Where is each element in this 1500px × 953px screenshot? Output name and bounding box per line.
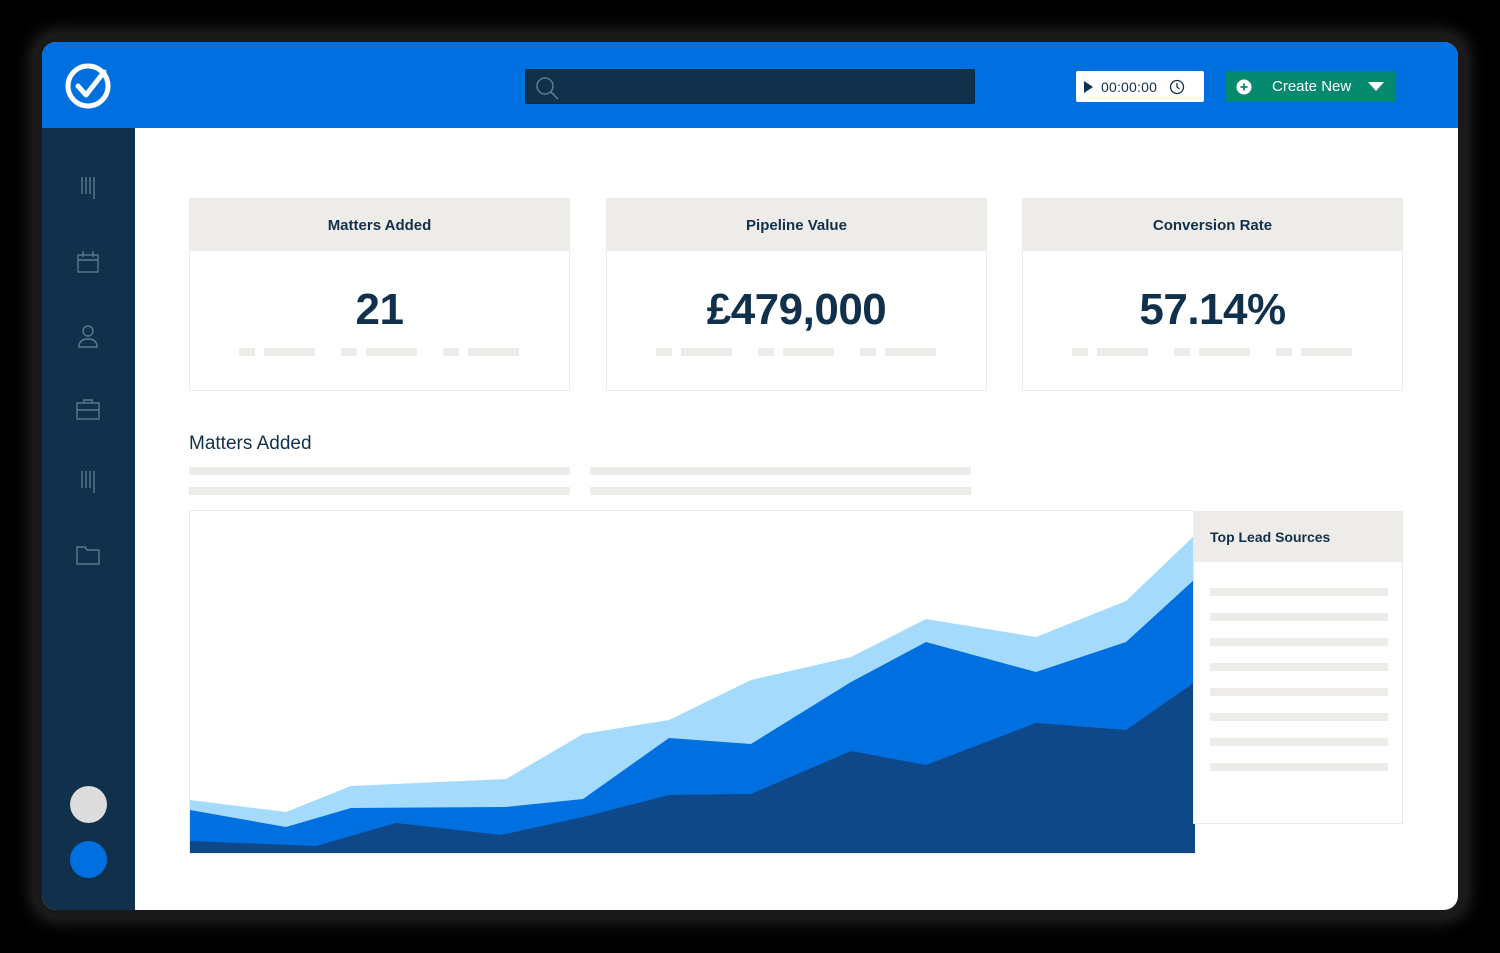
app-window: 00:00:00 Create New	[42, 42, 1458, 910]
check-circle-logo-icon[interactable]	[64, 62, 114, 112]
kpi-card-pipeline-value: Pipeline Value £479,000	[606, 198, 987, 391]
placeholder-line	[590, 487, 971, 495]
kpi-title: Pipeline Value	[607, 199, 986, 251]
sidebar-item-matters[interactable]	[72, 393, 104, 425]
timer-value: 00:00:00	[1101, 78, 1158, 95]
create-new-label: Create New	[1272, 78, 1352, 95]
chart-plot	[190, 535, 1195, 853]
avatar-status[interactable]	[70, 841, 107, 878]
kpi-value: 21	[355, 285, 404, 334]
lead-panel-title: Top Lead Sources	[1194, 512, 1402, 562]
sidebar-item-documents[interactable]	[72, 539, 104, 571]
placeholder-bars	[1072, 348, 1362, 356]
clock-icon[interactable]	[1169, 79, 1185, 95]
play-icon[interactable]	[1084, 80, 1093, 93]
search-bar[interactable]	[525, 69, 975, 104]
lead-row-placeholder	[1210, 638, 1388, 646]
lead-row-placeholder	[1210, 663, 1388, 671]
placeholder-bars	[239, 348, 529, 356]
search-icon	[534, 75, 560, 101]
top-lead-sources-panel: Top Lead Sources	[1193, 511, 1403, 824]
avatar-user[interactable]	[70, 786, 107, 823]
lead-row-placeholder	[1210, 738, 1388, 746]
plus-circle-icon	[1236, 79, 1252, 95]
stacked-area-chart	[189, 510, 1195, 854]
placeholder-line	[189, 487, 570, 495]
kpi-card-matters-added: Matters Added 21	[189, 198, 570, 391]
sidebar-item-activities[interactable]	[72, 171, 104, 203]
kpi-card-conversion-rate: Conversion Rate 57.14%	[1022, 198, 1403, 391]
lead-row-placeholder	[1210, 688, 1388, 696]
lead-row-placeholder	[1210, 588, 1388, 596]
sidebar-item-contacts[interactable]	[72, 320, 104, 352]
placeholder-line	[590, 467, 971, 475]
lead-row-placeholder	[1210, 613, 1388, 621]
briefcase-icon	[76, 399, 100, 420]
caret-down-icon[interactable]	[1368, 82, 1384, 91]
kpi-title: Conversion Rate	[1023, 199, 1402, 251]
search-input[interactable]	[566, 70, 966, 103]
kpi-value: £479,000	[706, 285, 887, 334]
kpi-title: Matters Added	[190, 199, 569, 251]
bars-icon	[81, 471, 95, 493]
kpi-value: 57.14%	[1139, 285, 1286, 334]
chart-section-title: Matters Added	[189, 433, 312, 454]
placeholder-bars	[656, 348, 946, 356]
sidebar	[42, 128, 135, 910]
bars-icon	[81, 177, 95, 199]
lead-row-placeholder	[1210, 713, 1388, 721]
sidebar-item-billing[interactable]	[72, 465, 104, 497]
lead-row-placeholder	[1210, 763, 1388, 771]
person-icon	[78, 325, 98, 348]
series-dark-area	[190, 682, 1195, 853]
create-new-button[interactable]: Create New	[1226, 71, 1396, 102]
top-bar: 00:00:00 Create New	[42, 42, 1458, 128]
folder-icon	[76, 546, 100, 565]
timer-widget[interactable]: 00:00:00	[1076, 71, 1204, 102]
sidebar-item-calendar[interactable]	[72, 246, 104, 278]
calendar-icon	[77, 251, 99, 273]
placeholder-line	[189, 467, 570, 475]
